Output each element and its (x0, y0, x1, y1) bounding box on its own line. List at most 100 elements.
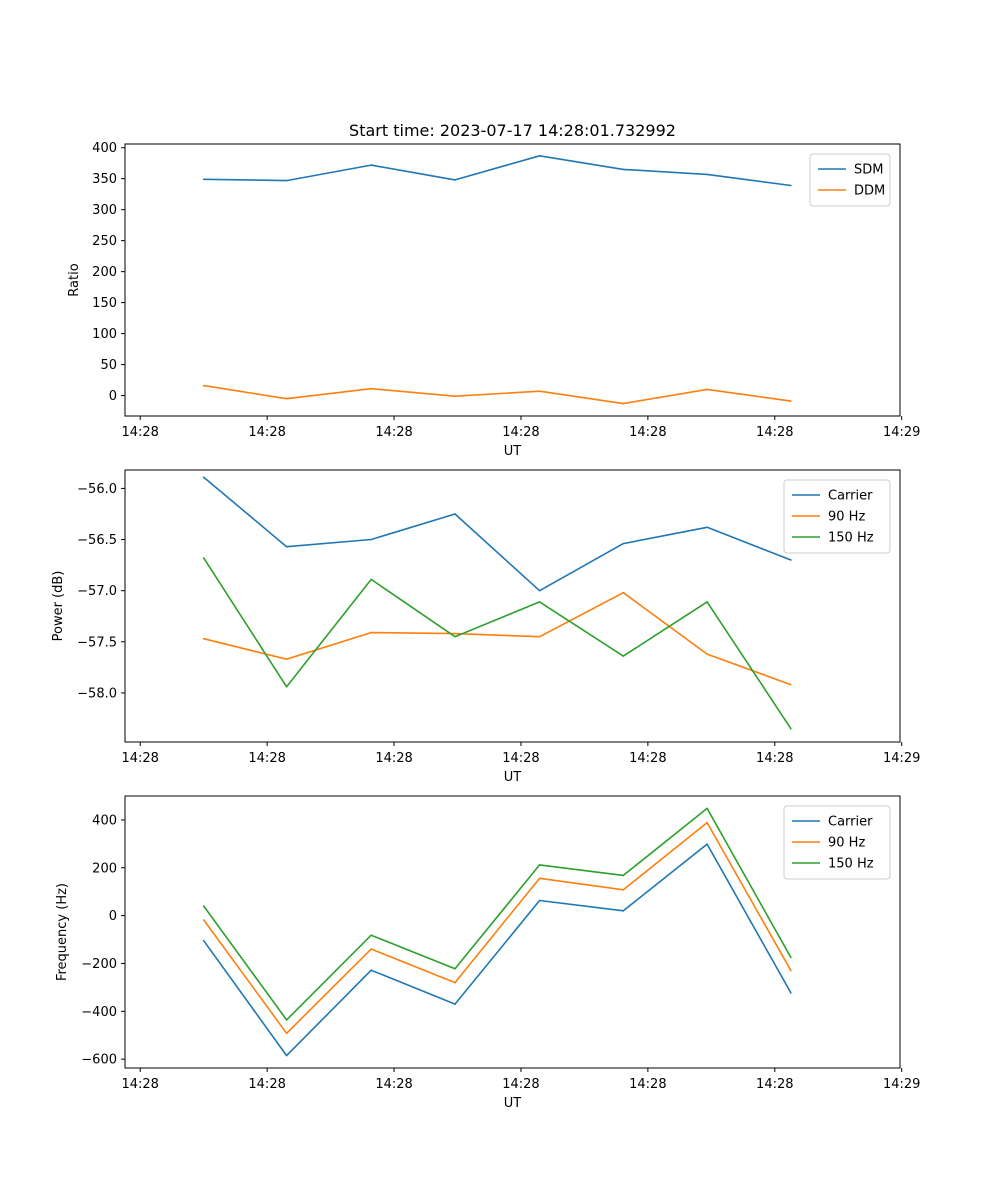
x-axis-label: UT (504, 770, 522, 785)
x-tick-label: 14:28 (248, 1077, 285, 1092)
series-line-sdm (203, 155, 792, 187)
data-point (454, 981, 456, 984)
y-axis-label: Power (dB) (51, 571, 66, 642)
series-line-90-hz (203, 821, 792, 1035)
data-point (285, 658, 288, 660)
plot-frame (124, 469, 901, 743)
x-tick-label: 14:28 (248, 751, 285, 766)
x-tick-label: 14:28 (629, 751, 666, 766)
data-point (790, 184, 792, 187)
chart-panel-2: 14:28 14:28 14:28 14:28 14:28 14:28 14:29 −56.0… (51, 469, 920, 785)
data-point (202, 384, 205, 387)
data-point (622, 542, 625, 545)
legend-box (783, 479, 891, 554)
data-point (538, 877, 541, 880)
x-tick-label: 14:28 (375, 1077, 412, 1092)
data-point (538, 154, 541, 157)
x-tick-label: 14:28 (121, 425, 158, 440)
x-tick-label: 14:28 (756, 425, 793, 440)
x-tick-label: 14:28 (248, 425, 285, 440)
data-point (454, 179, 456, 181)
legend: Carrier 90 Hz 150 Hz (783, 479, 891, 554)
legend-box (783, 805, 891, 880)
plot-frame (124, 795, 901, 1069)
legend-label: Carrier (828, 489, 873, 504)
legend-label: 150 Hz (828, 857, 874, 872)
series-line-carrier (203, 476, 792, 592)
y-tick-label: 400 (92, 813, 117, 828)
data-point (454, 513, 456, 515)
data-point (622, 655, 625, 657)
x-tick-label: 14:28 (629, 1077, 666, 1092)
data-point (790, 969, 792, 972)
x-tick-label: 14:28 (756, 1077, 793, 1092)
y-tick-label: −56.0 (77, 482, 117, 497)
x-axis-label: UT (504, 1096, 522, 1111)
series-line-carrier (203, 843, 792, 1057)
data-point (202, 637, 205, 640)
data-point (454, 632, 456, 635)
data-point (538, 589, 541, 592)
data-point (285, 1032, 288, 1035)
x-tick-label: 14:29 (883, 751, 920, 766)
data-point (370, 631, 373, 634)
data-point (370, 538, 373, 541)
y-tick-label: 200 (92, 861, 117, 876)
data-point (370, 934, 373, 937)
y-tick-label: 0 (109, 389, 117, 404)
legend-label: 90 Hz (828, 510, 865, 525)
legend: SDM DDM (809, 153, 891, 207)
x-tick-label: 14:28 (629, 425, 666, 440)
data-point (285, 1019, 288, 1021)
data-point (285, 685, 288, 688)
data-point (285, 1054, 288, 1057)
legend-label: 90 Hz (828, 836, 865, 851)
data-point (706, 526, 708, 529)
y-tick-label: 150 (92, 296, 117, 311)
data-point (622, 874, 625, 877)
x-tick-label: 14:29 (883, 1077, 920, 1092)
data-point (202, 905, 205, 907)
y-tick-label: −200 (81, 957, 117, 972)
chart-panel-1: 14:28 14:28 14:28 14:28 14:28 14:28 14:29 0 50 10… (67, 121, 920, 459)
plot-frame (124, 143, 901, 417)
y-tick-label: −600 (81, 1053, 117, 1068)
legend-label: 150 Hz (828, 531, 874, 546)
data-point (790, 400, 792, 402)
legend-label: DDM (854, 184, 885, 199)
x-tick-label: 14:29 (883, 425, 920, 440)
data-point (370, 578, 373, 581)
x-tick-label: 14:28 (375, 425, 412, 440)
data-point (706, 601, 708, 603)
x-tick-label: 14:28 (121, 1077, 158, 1092)
legend-label: Carrier (828, 815, 873, 830)
y-tick-label: 400 (92, 141, 117, 156)
legend: Carrier 90 Hz 150 Hz (783, 805, 891, 880)
legend-box (809, 153, 891, 207)
data-point (454, 635, 456, 638)
data-point (790, 956, 792, 959)
x-tick-label: 14:28 (375, 751, 412, 766)
y-tick-label: −57.0 (77, 584, 117, 599)
x-axis-label: UT (504, 444, 522, 459)
series-line-ddm (203, 384, 792, 405)
data-point (202, 178, 205, 181)
data-point (538, 635, 541, 638)
data-point (454, 967, 456, 970)
y-tick-label: 0 (109, 909, 117, 924)
data-point (454, 395, 456, 397)
data-point (370, 164, 373, 166)
data-point (706, 821, 708, 824)
data-point (202, 919, 205, 921)
data-point (706, 388, 708, 391)
data-point (538, 864, 541, 866)
data-point (622, 910, 625, 912)
data-point (706, 843, 708, 845)
data-point (790, 992, 792, 994)
data-point (706, 807, 708, 810)
chart-title: Start time: 2023-07-17 14:28:01.732992 (349, 121, 676, 140)
y-tick-label: 300 (92, 203, 117, 218)
x-tick-label: 14:28 (756, 751, 793, 766)
data-point (790, 727, 792, 730)
